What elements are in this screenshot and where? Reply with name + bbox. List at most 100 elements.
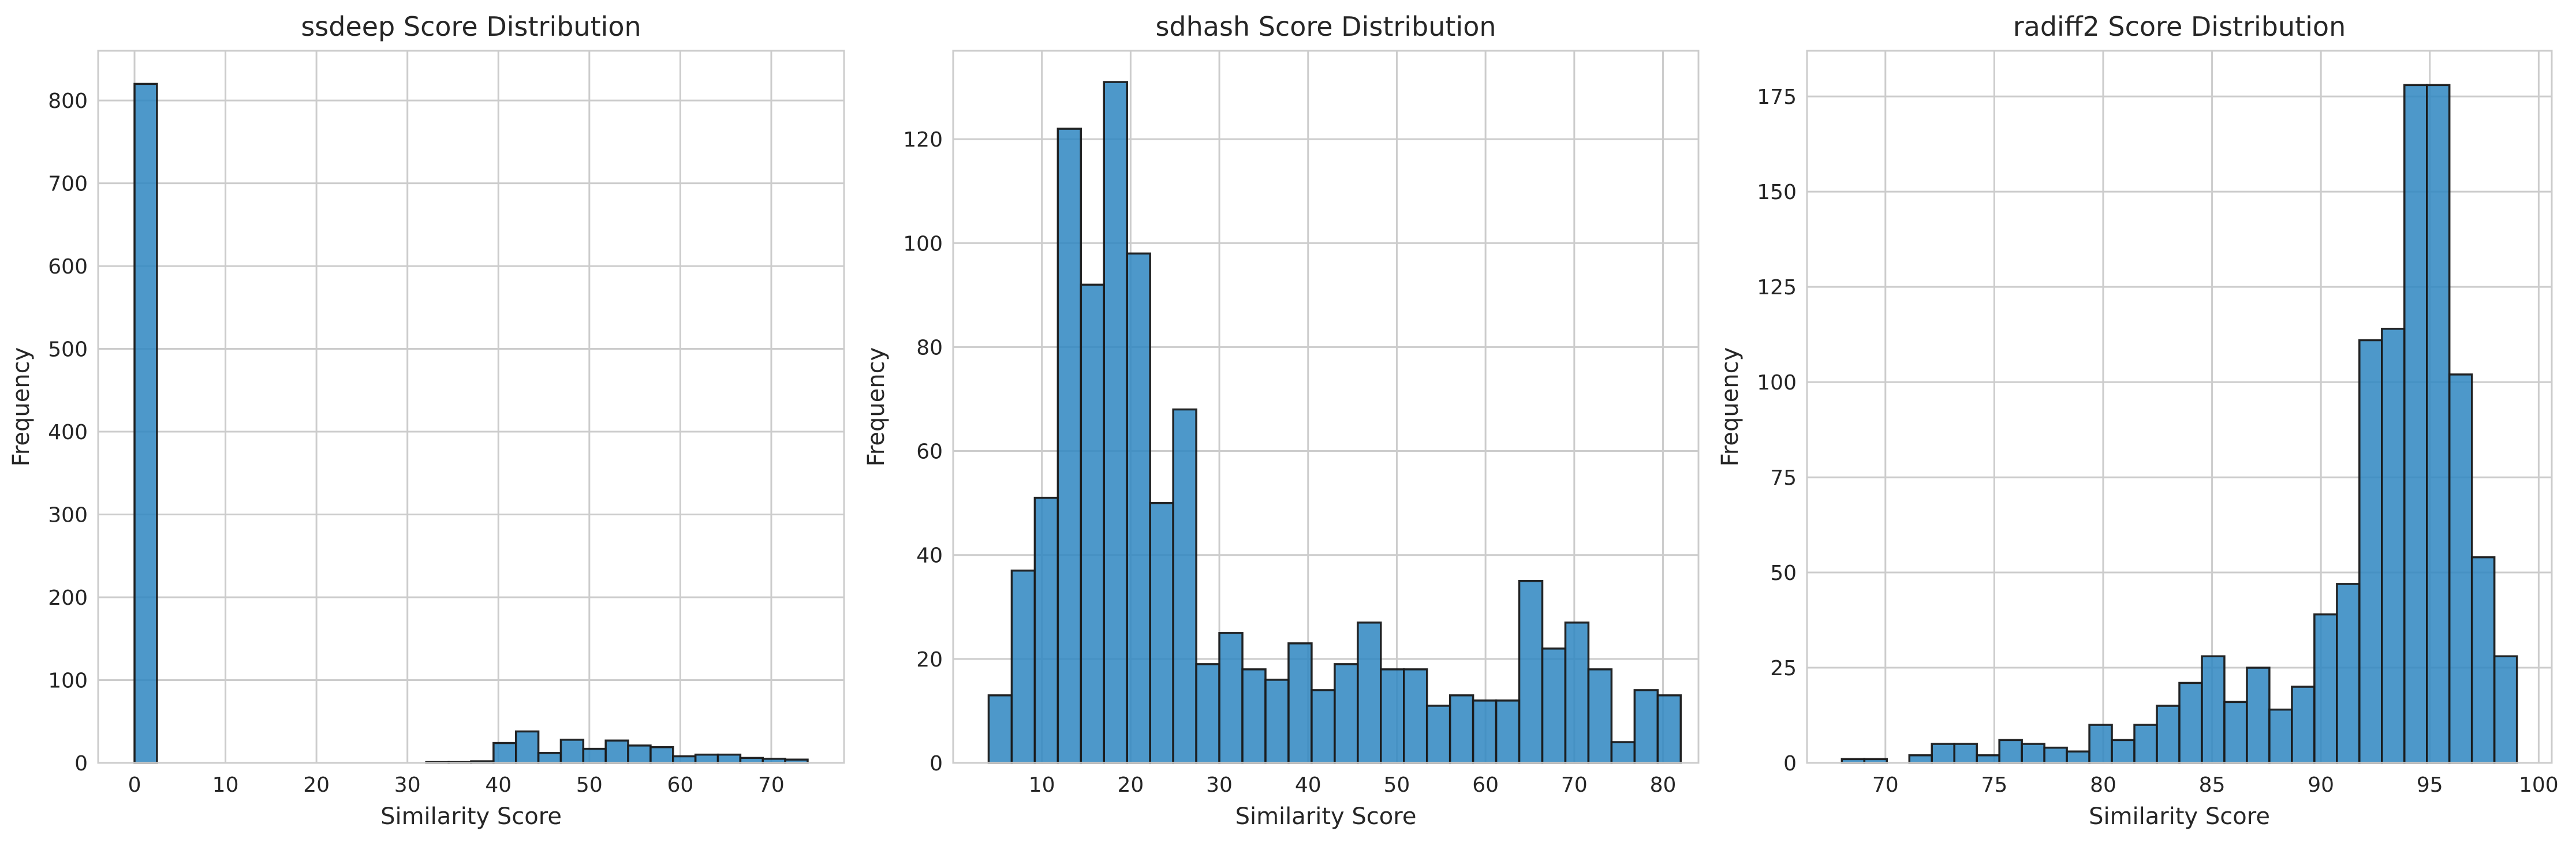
histogram-bar (1656, 694, 1682, 764)
y-tick-label: 700 (48, 173, 88, 196)
y-tick-label: 75 (1770, 466, 1797, 490)
histogram-bar (2223, 701, 2248, 764)
histogram-bar (1402, 668, 1428, 764)
x-tick-label: 70 (1561, 773, 1588, 797)
histogram-bar (694, 753, 719, 764)
histogram-bar (1334, 663, 1359, 764)
histogram-bar (1472, 699, 1498, 764)
x-tick-label: 30 (1206, 773, 1233, 797)
y-tick-label: 0 (74, 752, 88, 776)
histogram-bar (492, 742, 517, 764)
histogram-bar (1010, 569, 1036, 764)
histogram-bar (1172, 408, 1197, 764)
x-tick-label: 30 (394, 773, 421, 797)
x-tick-label: 60 (667, 773, 693, 797)
y-tick-label: 100 (1757, 371, 1797, 395)
plot-frame (97, 50, 845, 764)
histogram-bar (1425, 705, 1451, 764)
y-tick-label: 600 (48, 255, 88, 279)
histogram-bar (1195, 663, 1220, 764)
chart-title-ssdeep: ssdeep Score Distribution (301, 11, 641, 42)
histogram-bar (2178, 682, 2203, 764)
histogram-bar (2156, 705, 2181, 764)
histogram-bar (537, 752, 562, 764)
histogram-bar (2425, 84, 2451, 764)
histogram-bar (2043, 746, 2068, 764)
y-tick-label: 300 (48, 504, 88, 527)
histogram-bar (2381, 327, 2406, 764)
histogram-bar (2448, 373, 2473, 764)
histogram-bar (1149, 501, 1174, 764)
histogram-bar (559, 739, 585, 764)
histogram-bar (1931, 743, 1955, 764)
chart-panel-sdhash: 0 20 40 60 80 100 120 10 20 30 40 50 60 70 80 sdhash Sc… (863, 11, 1700, 830)
y-tick-label: 0 (929, 752, 943, 776)
x-tick-label: 70 (758, 773, 785, 797)
y-axis-label: Frequency (1717, 347, 1744, 467)
histogram-bar (2066, 750, 2090, 764)
x-tick-label: 60 (1472, 773, 1499, 797)
y-axis-label: Frequency (8, 347, 35, 467)
histogram-bar (649, 746, 674, 764)
histogram-bar (627, 744, 652, 764)
histogram-bar (2246, 667, 2271, 764)
histogram-bar (1908, 754, 1933, 764)
plot-frame (1806, 50, 2553, 764)
histogram-bar (2470, 556, 2496, 764)
x-tick-label: 20 (303, 773, 330, 797)
histogram-bar (514, 730, 540, 764)
y-tick-label: 80 (916, 336, 943, 360)
histogram-bar (2021, 743, 2045, 764)
x-tick-label: 75 (1981, 773, 2007, 797)
x-tick-label: 85 (2199, 773, 2226, 797)
histogram-bar (1976, 754, 2000, 764)
histogram-bar (1357, 622, 1382, 764)
chart-title-radiff2: radiff2 Score Distribution (2013, 11, 2346, 42)
histogram-bar (1564, 622, 1590, 764)
chart-panel-ssdeep: 0 100 200 300 400 500 600 700 800 0 10 20 30 40 50 60 70… (8, 11, 845, 830)
x-axis-label: Similarity Score (380, 803, 562, 830)
histogram-bar (2111, 739, 2136, 764)
y-tick-label: 25 (1770, 657, 1797, 680)
chart-panel-radiff2: 0 25 50 75 100 125 150 175 70 75 80 85 90 95 100 radiff… (1717, 11, 2559, 830)
y-tick-label: 200 (48, 586, 88, 610)
x-tick-label: 40 (1295, 773, 1321, 797)
histogram-bar (133, 83, 158, 764)
histogram-bar (2268, 708, 2293, 764)
histogram-bar (1056, 128, 1082, 764)
histogram-bar (1264, 679, 1290, 764)
histogram-bar (1610, 741, 1636, 764)
x-tick-label: 70 (1872, 773, 1899, 797)
x-tick-label: 20 (1117, 773, 1144, 797)
histogram-bar (1380, 668, 1405, 764)
y-tick-label: 150 (1757, 181, 1797, 204)
y-tick-label: 100 (48, 669, 88, 693)
y-tick-label: 120 (903, 128, 943, 152)
x-axis-label: Similarity Score (1235, 803, 1417, 830)
histogram-bar (2336, 583, 2361, 764)
y-tick-label: 20 (916, 648, 943, 672)
y-tick-label: 50 (1770, 561, 1797, 585)
x-tick-label: 80 (1650, 773, 1677, 797)
histogram-bar (604, 739, 629, 764)
y-tick-label: 400 (48, 421, 88, 444)
histogram-bar (2493, 655, 2518, 764)
y-tick-label: 175 (1757, 85, 1797, 109)
x-tick-label: 100 (2519, 773, 2559, 797)
x-tick-label: 50 (576, 773, 603, 797)
y-tick-label: 100 (903, 232, 943, 256)
histogram-bar (1518, 579, 1544, 764)
histogram-bar (1241, 668, 1267, 764)
histogram-bar (1287, 642, 1313, 764)
x-tick-label: 10 (1029, 773, 1055, 797)
histogram-bar (2313, 613, 2338, 764)
x-tick-label: 0 (128, 773, 141, 797)
histogram-bar (2201, 655, 2226, 764)
y-tick-label: 0 (1783, 752, 1797, 776)
y-tick-label: 800 (48, 89, 88, 113)
histogram-bar (2088, 724, 2113, 764)
histogram-bar (672, 755, 697, 764)
histogram-bar (1953, 743, 1978, 764)
x-tick-label: 90 (2308, 773, 2334, 797)
